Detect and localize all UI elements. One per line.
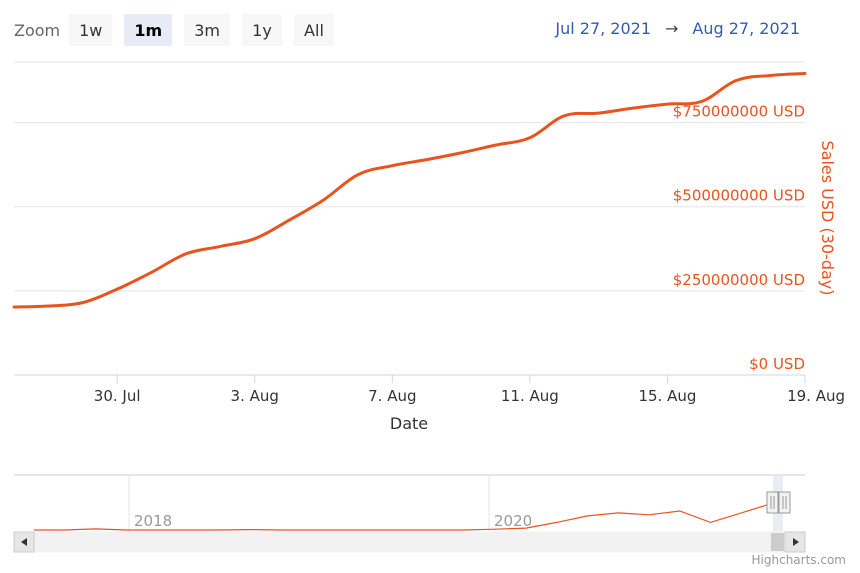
navigator[interactable]: 2018 2020 — [14, 474, 805, 552]
x-axis-title: Date — [390, 414, 428, 433]
y-tick-labels: $0 USD $250000000 USD $500000000 USD $75000… — [673, 103, 805, 373]
x-tick-label: 3. Aug — [231, 387, 279, 405]
navigator-right-handle[interactable] — [778, 491, 791, 514]
y-tick-label: $250000000 USD — [673, 271, 805, 289]
zoom-label: Zoom — [14, 20, 61, 40]
navigator-label-2018: 2018 — [134, 512, 172, 530]
scrollbar-track — [13, 531, 806, 553]
scrollbar-thumb[interactable] — [771, 533, 784, 551]
zoom-selector: Zoom 1w 1m 3m 1y All — [14, 14, 346, 46]
x-tick-label: 7. Aug — [368, 387, 416, 405]
zoom-1m-button[interactable]: 1m — [124, 14, 173, 46]
navigator-left-handle[interactable] — [766, 491, 779, 514]
zoom-3m-button[interactable]: 3m — [184, 14, 230, 46]
highcharts-credit[interactable]: Highcharts.com — [751, 553, 846, 567]
zoom-all-button[interactable]: All — [293, 14, 334, 46]
y-tick-label: $0 USD — [749, 355, 805, 373]
date-range: Jul 27, 2021 → Aug 27, 2021 — [555, 19, 800, 38]
scroll-right-arrow-icon — [793, 538, 799, 546]
y-axis-title: Sales USD (30-day) — [818, 141, 837, 296]
range-from-date[interactable]: Jul 27, 2021 — [555, 19, 652, 38]
navigator-label-2020: 2020 — [494, 512, 532, 530]
x-tick-label: 11. Aug — [501, 387, 559, 405]
x-tick-label: 15. Aug — [638, 387, 696, 405]
zoom-1y-button[interactable]: 1y — [241, 14, 282, 46]
zoom-1w-button[interactable]: 1w — [69, 14, 113, 46]
x-tick-label: 30. Jul — [94, 387, 141, 405]
navigator-series-line — [34, 502, 773, 531]
x-tick-label: 19. Aug — [787, 387, 845, 405]
range-arrow-icon: → — [665, 19, 679, 38]
series-line — [12, 71, 807, 309]
x-ticks: 30. Jul 3. Aug 7. Aug 11. Aug 15. Aug 19. Aug — [94, 375, 845, 405]
range-to-date[interactable]: Aug 27, 2021 — [692, 19, 800, 38]
scroll-left-arrow-icon — [21, 538, 27, 546]
gridlines — [14, 61, 805, 376]
y-tick-label: $750000000 USD — [673, 103, 805, 121]
y-tick-label: $500000000 USD — [673, 187, 805, 205]
scrollbar[interactable] — [13, 531, 806, 553]
